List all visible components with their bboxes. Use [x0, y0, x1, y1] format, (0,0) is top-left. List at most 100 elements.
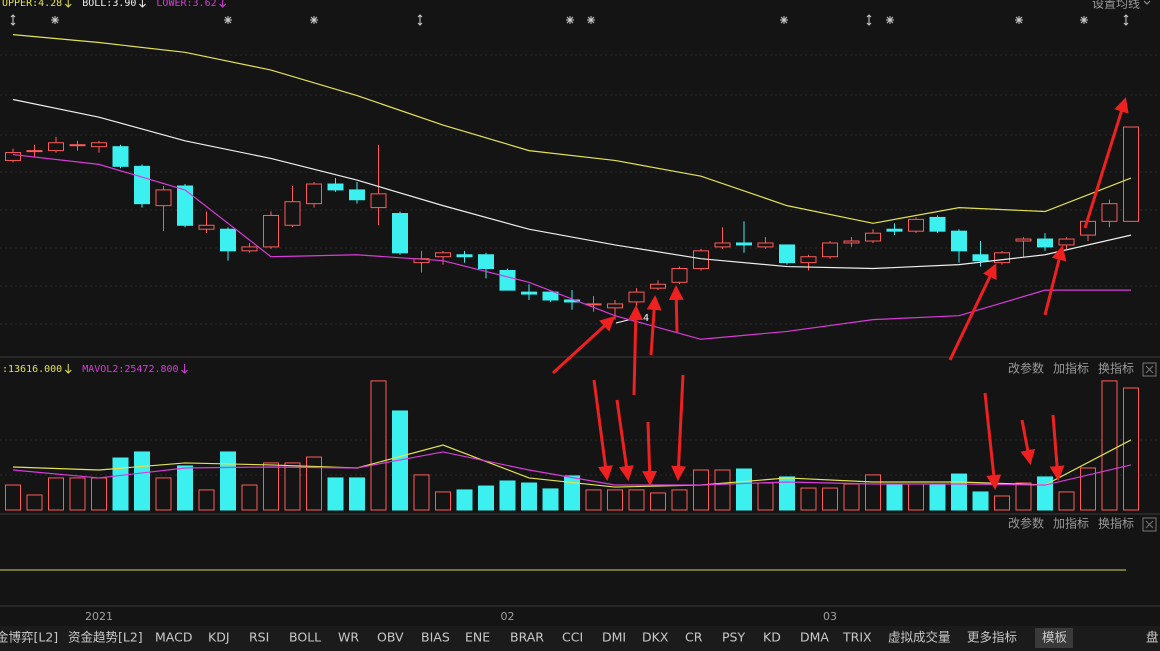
legend-arrow [139, 0, 146, 8]
updown-marker [1123, 14, 1129, 26]
volume-bar [671, 489, 688, 511]
volume-bar [650, 492, 666, 511]
volume-bar [736, 468, 752, 511]
candle-body [542, 291, 559, 301]
candle-body [1101, 203, 1118, 222]
candle-body [822, 242, 838, 258]
volume-bar [929, 483, 946, 511]
tab[interactable]: RSI [249, 630, 269, 645]
tab[interactable]: 更多指标 [967, 630, 1017, 645]
star-marker [566, 16, 574, 24]
tab[interactable]: OBV [377, 630, 404, 645]
legend-arrow [64, 364, 72, 374]
volume-bar [177, 465, 193, 511]
candle-body [48, 142, 64, 152]
volume-bar [693, 469, 709, 511]
volume-bar [994, 495, 1010, 511]
pane-button[interactable]: 改参数 [1008, 361, 1044, 376]
candle-body [69, 144, 86, 147]
volume-bar [628, 489, 645, 511]
candle-body [929, 216, 946, 232]
candle-body [177, 185, 193, 226]
pane-button[interactable]: 换指标 [1098, 516, 1134, 531]
candle-body [370, 193, 387, 209]
tab[interactable]: DMA [800, 630, 829, 645]
indicator-line [12, 98, 1132, 270]
pane-button[interactable]: 改参数 [1008, 516, 1044, 531]
candle-body [1123, 126, 1139, 222]
indicator-line [12, 34, 1132, 224]
candle-body [327, 183, 344, 191]
settings-link[interactable]: 设置均线 [1092, 0, 1140, 11]
annotation-arrow [628, 305, 644, 396]
candle-body [865, 232, 881, 242]
tab[interactable]: KD [763, 630, 781, 645]
tab[interactable]: WR [338, 630, 359, 645]
volume-bar [521, 482, 537, 511]
tab[interactable]: 资金趋势[L2] [68, 630, 143, 645]
close-pane[interactable] [1142, 517, 1157, 532]
close-icon [1145, 365, 1154, 529]
volume-bar [241, 484, 258, 511]
pane-button[interactable]: 换指标 [1098, 361, 1134, 376]
legend-arrow [64, 0, 72, 8]
volume-bar [607, 489, 623, 511]
volume-bar [306, 456, 322, 511]
tab[interactable]: TRIX [842, 630, 872, 645]
x-tick-label: 02 [501, 610, 515, 623]
volume-bar [908, 483, 924, 511]
volume-bar [284, 462, 301, 511]
candle-body [456, 254, 473, 258]
tab[interactable]: CCI [562, 630, 583, 645]
pane-borders [0, 356, 1160, 607]
indicator-line [12, 451, 1132, 486]
legend-entry: :13616.000 [2, 364, 62, 375]
pane-button[interactable]: 加指标 [1053, 361, 1089, 376]
tab[interactable]: 模板 [1042, 630, 1068, 645]
tab[interactable]: 盘 [1146, 630, 1159, 645]
tab[interactable]: BOLL [289, 630, 321, 645]
tab[interactable]: DKX [642, 630, 669, 645]
close-pane[interactable] [1142, 362, 1157, 377]
volume-bar [5, 484, 21, 511]
pane-button[interactable]: 加指标 [1053, 516, 1089, 531]
tab[interactable]: CR [685, 630, 703, 645]
tab[interactable]: PSY [722, 630, 745, 645]
candle-body [392, 212, 408, 254]
volume-bar [822, 487, 838, 511]
volume-bar [757, 482, 774, 511]
volume-bar [155, 477, 172, 511]
volume-bar [435, 491, 451, 511]
tab[interactable]: BRAR [510, 630, 544, 645]
star-marker [224, 16, 232, 24]
candle-body [779, 244, 795, 264]
annotation-arrow [592, 379, 613, 481]
candle-body [736, 242, 752, 246]
volume-bar [1015, 482, 1032, 511]
candle-body [263, 214, 279, 248]
annotation-arrow [668, 285, 684, 333]
updown-marker [866, 14, 872, 26]
candle-body [478, 254, 494, 270]
candle-body [284, 201, 301, 226]
annotation-arrow [551, 315, 616, 375]
tab[interactable]: ENE [465, 630, 490, 645]
star-marker [51, 16, 59, 24]
legend-arrow [219, 0, 226, 8]
tab[interactable]: 虚拟成交量 [888, 630, 951, 645]
volume-bar [542, 488, 559, 511]
tab[interactable]: KDJ [208, 630, 230, 645]
candle-body [1037, 238, 1053, 248]
tab[interactable]: BIAS [421, 630, 450, 645]
tab[interactable]: MACD [155, 630, 192, 645]
tab[interactable]: 金博弈[L2] [0, 630, 58, 645]
star-marker [587, 16, 595, 24]
x-tick-label: 03 [823, 610, 837, 623]
star-marker [310, 16, 318, 24]
tab[interactable]: DMI [602, 630, 626, 645]
volume-bar [843, 483, 860, 511]
volume-bar [134, 451, 150, 511]
volume-bar [714, 469, 731, 511]
